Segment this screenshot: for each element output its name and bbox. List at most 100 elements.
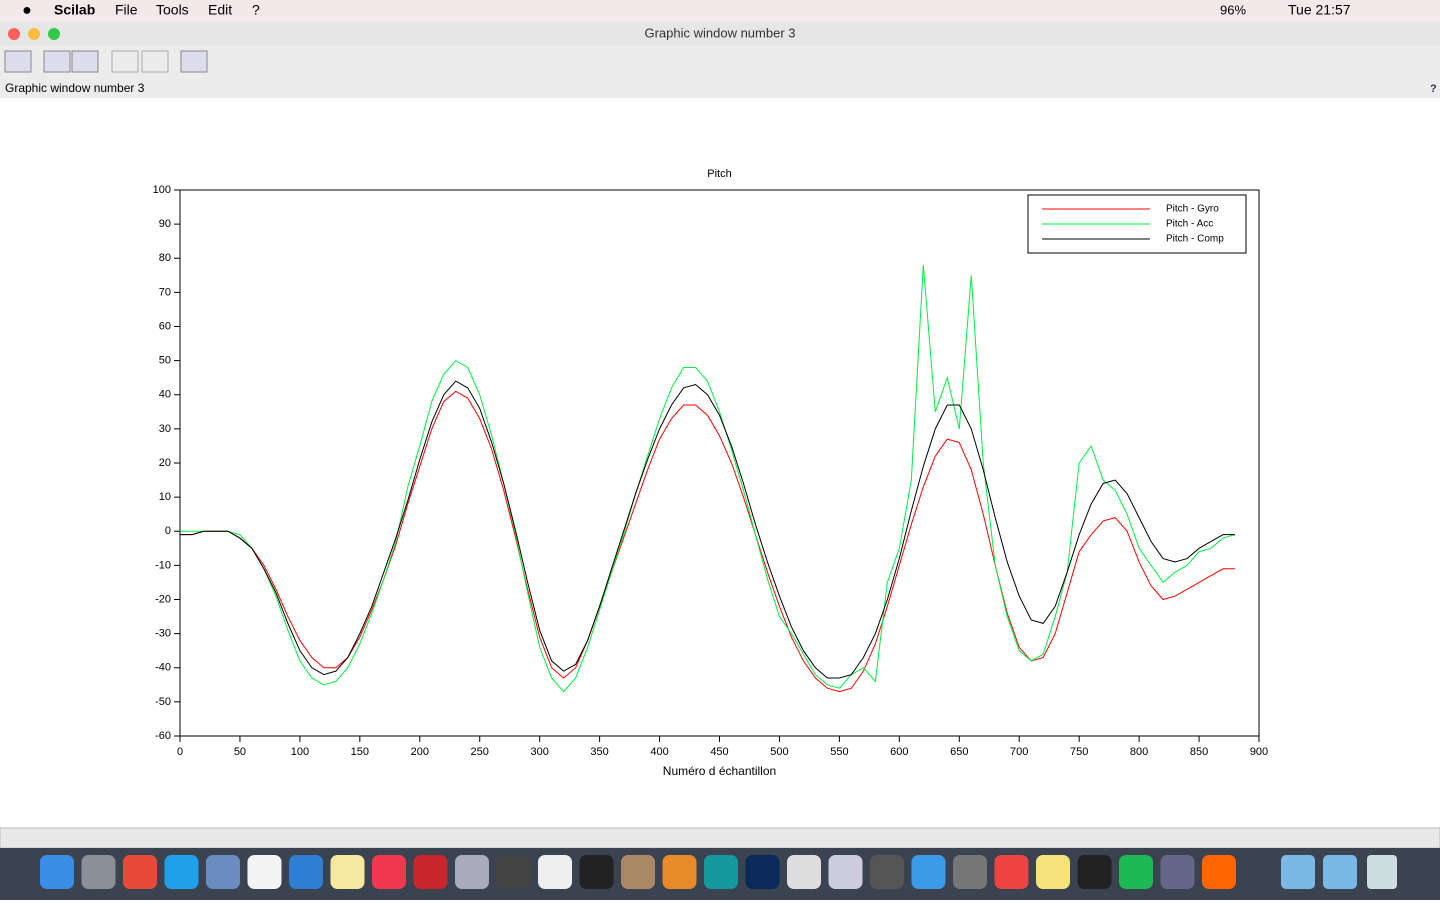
dock-icon[interactable] xyxy=(911,855,946,889)
dock-icon[interactable] xyxy=(828,855,863,889)
window-title: Graphic window number 3 xyxy=(644,25,795,40)
apple-logo[interactable]: ● xyxy=(22,2,32,19)
dock-icon[interactable] xyxy=(455,855,489,889)
x-tick-label: 350 xyxy=(590,746,608,758)
dock-icon[interactable] xyxy=(704,855,738,889)
dock-icon[interactable] xyxy=(870,855,904,889)
legend-label: Pitch - Acc xyxy=(1166,219,1213,230)
tool-button[interactable] xyxy=(71,50,99,73)
dock-icon[interactable] xyxy=(247,855,282,889)
dock-icon[interactable] xyxy=(621,855,655,889)
x-tick-label: 450 xyxy=(710,746,728,758)
series-line xyxy=(180,380,1236,679)
dock-icon[interactable] xyxy=(123,855,157,889)
dock-icon[interactable] xyxy=(662,855,697,889)
help-mark[interactable]: ? xyxy=(1430,83,1437,95)
tool-button[interactable] xyxy=(4,50,32,73)
dock-icon[interactable] xyxy=(206,855,240,889)
dock-icon[interactable] xyxy=(579,855,614,889)
dock xyxy=(40,855,1397,889)
battery[interactable]: 96% xyxy=(1220,2,1246,17)
dock-icon[interactable] xyxy=(953,855,987,889)
dock-icon[interactable] xyxy=(40,855,74,889)
x-tick-label: 600 xyxy=(890,746,908,758)
dock-icon[interactable] xyxy=(1036,855,1070,889)
app-menu[interactable]: Scilab xyxy=(54,2,95,18)
dock-icon[interactable] xyxy=(413,855,448,889)
y-tick-label: 20 xyxy=(159,457,171,469)
dock-icon[interactable] xyxy=(164,855,199,889)
y-tick-label: -10 xyxy=(155,559,171,571)
legend-label: Pitch - Gyro xyxy=(1166,204,1219,215)
x-tick-label: 650 xyxy=(950,746,968,758)
dock-icon[interactable] xyxy=(1202,855,1236,889)
menu[interactable]: File xyxy=(115,2,138,18)
y-tick-label: 50 xyxy=(159,355,171,367)
y-tick-label: 60 xyxy=(159,320,171,332)
dock-icon[interactable] xyxy=(289,855,323,889)
dock-icon[interactable] xyxy=(1119,855,1153,889)
y-tick-label: 90 xyxy=(159,218,171,230)
y-tick-label: -50 xyxy=(155,696,171,708)
minimize-button[interactable] xyxy=(28,28,40,40)
dock-icon[interactable] xyxy=(1160,855,1195,889)
x-tick-label: 850 xyxy=(1190,746,1208,758)
y-tick-label: 30 xyxy=(159,423,171,435)
dock-icon[interactable] xyxy=(1323,855,1357,889)
dock-icon[interactable] xyxy=(372,855,406,889)
x-tick-label: 400 xyxy=(650,746,668,758)
series-line xyxy=(180,265,1236,693)
x-tick-label: 500 xyxy=(770,746,788,758)
clock[interactable]: Tue 21:57 xyxy=(1288,2,1351,18)
x-tick-label: 750 xyxy=(1070,746,1088,758)
dock-icon[interactable] xyxy=(538,855,572,889)
x-tick-label: 0 xyxy=(177,746,183,758)
x-tick-label: 200 xyxy=(411,746,429,758)
y-tick-label: -60 xyxy=(155,730,171,742)
title-bar xyxy=(0,22,1440,46)
dock-icon[interactable] xyxy=(1077,855,1112,889)
series-line xyxy=(180,390,1236,693)
y-tick-label: -40 xyxy=(155,662,171,674)
menu[interactable]: Tools xyxy=(156,2,189,18)
y-tick-label: 70 xyxy=(159,286,171,298)
dock-icon[interactable] xyxy=(745,855,780,889)
tool-button[interactable] xyxy=(180,50,208,73)
dock-icon[interactable] xyxy=(81,855,116,889)
toolbar xyxy=(0,46,1440,98)
menu[interactable]: Edit xyxy=(208,2,232,18)
x-tick-label: 700 xyxy=(1010,746,1028,758)
dock-icon[interactable] xyxy=(330,855,365,889)
x-tick-label: 50 xyxy=(234,746,246,758)
legend-label: Pitch - Comp xyxy=(1166,234,1224,245)
y-tick-label: 10 xyxy=(159,491,171,503)
x-axis-label: Numéro d échantillon xyxy=(663,764,776,778)
dock-icon[interactable] xyxy=(496,855,531,889)
y-tick-label: 40 xyxy=(159,389,171,401)
y-tick-label: -20 xyxy=(155,593,171,605)
y-tick-label: 0 xyxy=(165,525,171,537)
close-button[interactable] xyxy=(8,28,20,40)
y-tick-label: 80 xyxy=(159,252,171,264)
tool-button[interactable] xyxy=(43,50,71,73)
y-tick-label: -30 xyxy=(155,628,171,640)
menubar xyxy=(0,0,1440,22)
y-tick-label: 100 xyxy=(153,184,171,196)
x-tick-label: 550 xyxy=(830,746,848,758)
dock-icon[interactable] xyxy=(787,855,821,889)
menu[interactable]: ? xyxy=(252,2,260,18)
x-tick-label: 900 xyxy=(1250,746,1268,758)
chart-title: Pitch xyxy=(707,168,731,180)
status-strip xyxy=(0,827,1440,849)
dock-icon[interactable] xyxy=(1367,855,1397,889)
x-tick-label: 300 xyxy=(530,746,548,758)
zoom-button[interactable] xyxy=(48,28,60,40)
dock-icon[interactable] xyxy=(1281,855,1315,889)
tool-button[interactable] xyxy=(111,50,139,73)
x-tick-label: 100 xyxy=(291,746,309,758)
dock-icon[interactable] xyxy=(994,855,1029,889)
window-label: Graphic window number 3 xyxy=(5,81,145,95)
tool-button[interactable] xyxy=(141,50,169,73)
